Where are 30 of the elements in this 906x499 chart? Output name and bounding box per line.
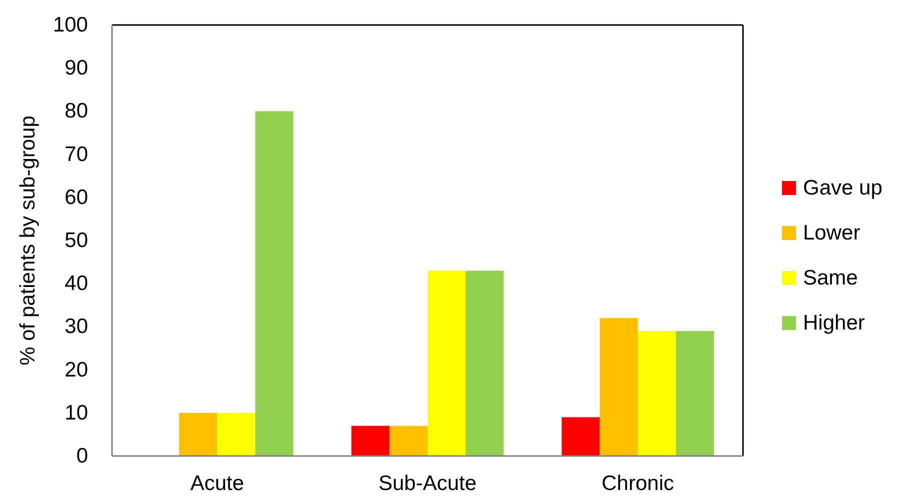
bar (351, 426, 390, 456)
y-tick-label: 70 (64, 142, 88, 166)
y-tick-label: 100 (52, 14, 88, 36)
y-tick-label: 50 (64, 229, 88, 252)
bar (600, 318, 638, 456)
bar (255, 111, 294, 456)
x-tick-label: Sub-Acute (378, 472, 477, 495)
legend-label: Higher (803, 312, 865, 334)
bar (179, 412, 218, 456)
y-tick-label: 40 (64, 272, 88, 296)
bar (389, 426, 428, 456)
bar (466, 270, 504, 456)
x-tick-label: Acute (190, 472, 244, 495)
bar (676, 331, 714, 456)
y-tick-label: 0 (76, 444, 88, 468)
bar (217, 412, 256, 456)
bar (428, 270, 466, 456)
y-tick-label: 80 (64, 100, 88, 123)
legend-label: Lower (803, 222, 860, 244)
bar (562, 417, 600, 456)
y-tick-label: 60 (64, 186, 88, 209)
x-tick-label: Chronic (602, 472, 674, 495)
y-tick-label: 20 (64, 358, 88, 382)
y-tick-label: 30 (64, 315, 88, 338)
bar (638, 331, 676, 456)
legend-label: Gave up (803, 176, 882, 200)
y-tick-label: 10 (64, 401, 88, 424)
y-tick-label: 90 (64, 56, 88, 80)
legend-label: Same (803, 266, 858, 290)
y-axis-title: % of patients by sub-group (16, 116, 40, 366)
